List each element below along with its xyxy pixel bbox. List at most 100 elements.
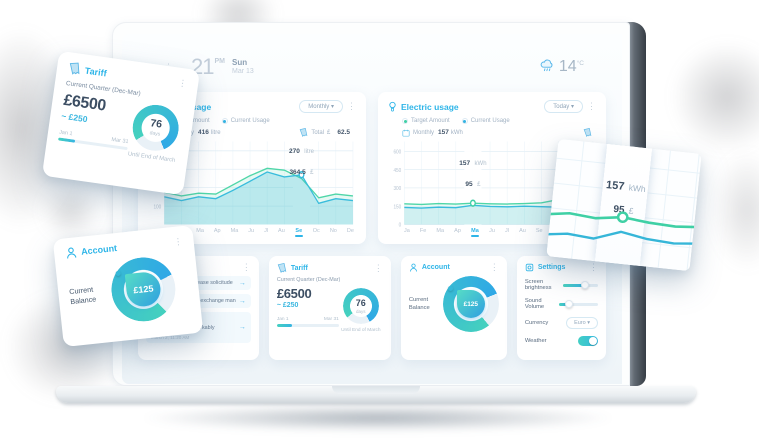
temperature-unit: °C xyxy=(576,60,584,67)
svg-text:0: 0 xyxy=(399,222,402,227)
x-axis-tick[interactable]: Se xyxy=(535,228,543,234)
gear-icon xyxy=(525,263,534,272)
tariff-receipt-icon xyxy=(69,62,80,75)
x-axis-tick[interactable]: Au xyxy=(278,228,285,234)
x-axis-tick[interactable]: Ma xyxy=(230,228,239,234)
brightness-slider[interactable] xyxy=(562,281,598,289)
floating-tariff-card: Tariff ⋮ Current Quarter (Dec-Mar) £6500… xyxy=(41,50,201,196)
svg-text:600: 600 xyxy=(393,149,401,156)
chart-title: Electric usage xyxy=(401,101,459,112)
electric-chart-svg: 600 450 300 150 0 xyxy=(393,139,594,227)
chart-legend: Target Amount Current Usage xyxy=(388,118,596,124)
x-axis-tick[interactable]: Ap xyxy=(454,228,461,234)
tariff-approx: ~ £250 xyxy=(276,302,299,309)
tariff-date-range: Jan 1 Mar 31 xyxy=(276,317,339,322)
arrow-right-icon: → xyxy=(238,279,246,287)
legend-current[interactable]: Current Usage xyxy=(221,118,270,124)
dashboard-header: ⋮ 21 PM Sun Mar 13 14 °C xyxy=(138,46,606,88)
account-card: Account ⋮ Current Balance £125 xyxy=(400,256,507,360)
weekday: Sun xyxy=(231,58,248,67)
card-title: Settings xyxy=(537,264,566,271)
x-axis-tick[interactable]: No xyxy=(329,228,337,234)
gauge-dot xyxy=(447,285,453,291)
tariff-receipt-icon xyxy=(277,263,287,273)
period-dropdown[interactable]: Today ▾ xyxy=(544,100,583,113)
x-axis-tick[interactable]: Ma xyxy=(436,228,445,234)
legend-target[interactable]: Target Amount xyxy=(402,118,450,124)
x-axis-tick[interactable]: Ma xyxy=(471,228,479,239)
x-axis-tick[interactable]: Fe xyxy=(419,228,427,234)
x-axis-tick[interactable]: Ap xyxy=(213,228,221,234)
x-axis-tick[interactable]: Oc xyxy=(312,228,320,234)
setting-label: Sound Volume xyxy=(524,298,545,310)
balance-label: Current Balance xyxy=(68,284,97,307)
clock: 21 PM Sun Mar 13 xyxy=(191,56,254,78)
tariff-card: Tariff ⋮ Current Quarter (Dec-Mar) £6500… xyxy=(268,256,391,360)
setting-label: Weather xyxy=(524,338,547,344)
x-axis-tick[interactable]: Ju xyxy=(489,228,495,234)
tariff-progress-bar xyxy=(276,324,339,327)
setting-label: Screen brightness xyxy=(524,279,552,291)
card-menu-kebab-icon[interactable]: ⋮ xyxy=(373,262,383,273)
card-menu-kebab-icon[interactable]: ⋮ xyxy=(589,262,598,272)
receipt-icon xyxy=(583,128,592,137)
radio-icon xyxy=(221,118,228,124)
total-cost: Total £ 62.5 xyxy=(299,128,352,137)
period-dropdown[interactable]: Monthly ▾ xyxy=(299,100,343,113)
card-menu-kebab-icon[interactable]: ⋮ xyxy=(489,262,499,272)
usage-summary: Monthly 157 kWh xyxy=(388,128,596,137)
days-ring: 76 days xyxy=(342,288,379,324)
svg-text:450: 450 xyxy=(393,168,401,175)
water-chart-plot[interactable]: 400300200100 270 litre 364.5 £ xyxy=(148,139,356,227)
arrow-right-icon: → xyxy=(238,324,246,332)
water-chart-svg: 400300200100 xyxy=(153,139,354,227)
x-axis-tick[interactable]: Ju xyxy=(248,228,255,234)
message-timestamp: March 2, 11:20 AM xyxy=(151,334,190,340)
gauge-dot xyxy=(115,270,121,277)
card-menu-kebab-icon[interactable]: ⋮ xyxy=(177,77,188,89)
floating-account-card: Account ⋮ Current Balance £125 xyxy=(52,224,204,348)
floating-chart-zoom-card: 157 kWh 95 £ xyxy=(546,138,702,272)
x-axis-tick[interactable]: Ja xyxy=(404,228,410,234)
slider-knob[interactable] xyxy=(564,300,573,308)
card-menu-kebab-icon[interactable]: ⋮ xyxy=(241,262,251,272)
temperature-value: 14 xyxy=(558,58,577,75)
weather-widget: 14 °C xyxy=(540,59,584,75)
x-axis-tick[interactable]: Ma xyxy=(196,228,204,234)
svg-text:300: 300 xyxy=(393,186,401,193)
arrow-right-icon: → xyxy=(238,297,246,305)
tariff-amount: £6500 xyxy=(276,286,312,301)
card-menu-kebab-icon[interactable]: ⋮ xyxy=(347,101,356,111)
calendar-icon xyxy=(402,129,410,137)
card-title: Tariff xyxy=(290,264,308,272)
weather-toggle[interactable] xyxy=(578,336,598,346)
x-axis-tick[interactable]: De xyxy=(346,228,354,234)
electric-chart-plot[interactable]: 600 450 300 150 0 157 kWh 95 £ xyxy=(388,139,596,227)
x-axis-tick[interactable]: Se xyxy=(295,228,303,239)
volume-slider[interactable] xyxy=(558,300,598,308)
lightbulb-icon xyxy=(389,101,396,112)
zoom-chart-lines xyxy=(546,211,702,245)
laptop-shadow xyxy=(62,400,694,436)
cloud-rain-icon xyxy=(540,59,553,72)
svg-text:100: 100 xyxy=(153,204,161,211)
card-menu-kebab-icon[interactable]: ⋮ xyxy=(173,235,184,247)
date: Mar 13 xyxy=(231,68,254,75)
slider-knob[interactable] xyxy=(580,281,589,289)
person-icon xyxy=(67,247,77,259)
background-smudge xyxy=(672,42,759,152)
balance-label: Current Balance xyxy=(408,296,430,311)
card-menu-kebab-icon[interactable]: ⋮ xyxy=(587,101,596,111)
legend-current[interactable]: Current Usage xyxy=(461,118,510,124)
setting-label: Currency xyxy=(524,320,549,326)
person-icon xyxy=(409,263,417,272)
card-title: Account xyxy=(421,264,450,271)
tariff-subtitle: Current Quarter (Dec-Mar) xyxy=(276,277,341,283)
laptop-notch xyxy=(332,386,420,394)
days-ring: 76 days xyxy=(129,101,182,154)
x-axis-tick[interactable]: Jl xyxy=(264,228,269,234)
currency-dropdown[interactable]: Euro ▾ xyxy=(566,317,598,329)
x-axis-tick[interactable]: Au xyxy=(519,228,526,234)
x-axis-tick[interactable]: Jl xyxy=(504,228,509,234)
